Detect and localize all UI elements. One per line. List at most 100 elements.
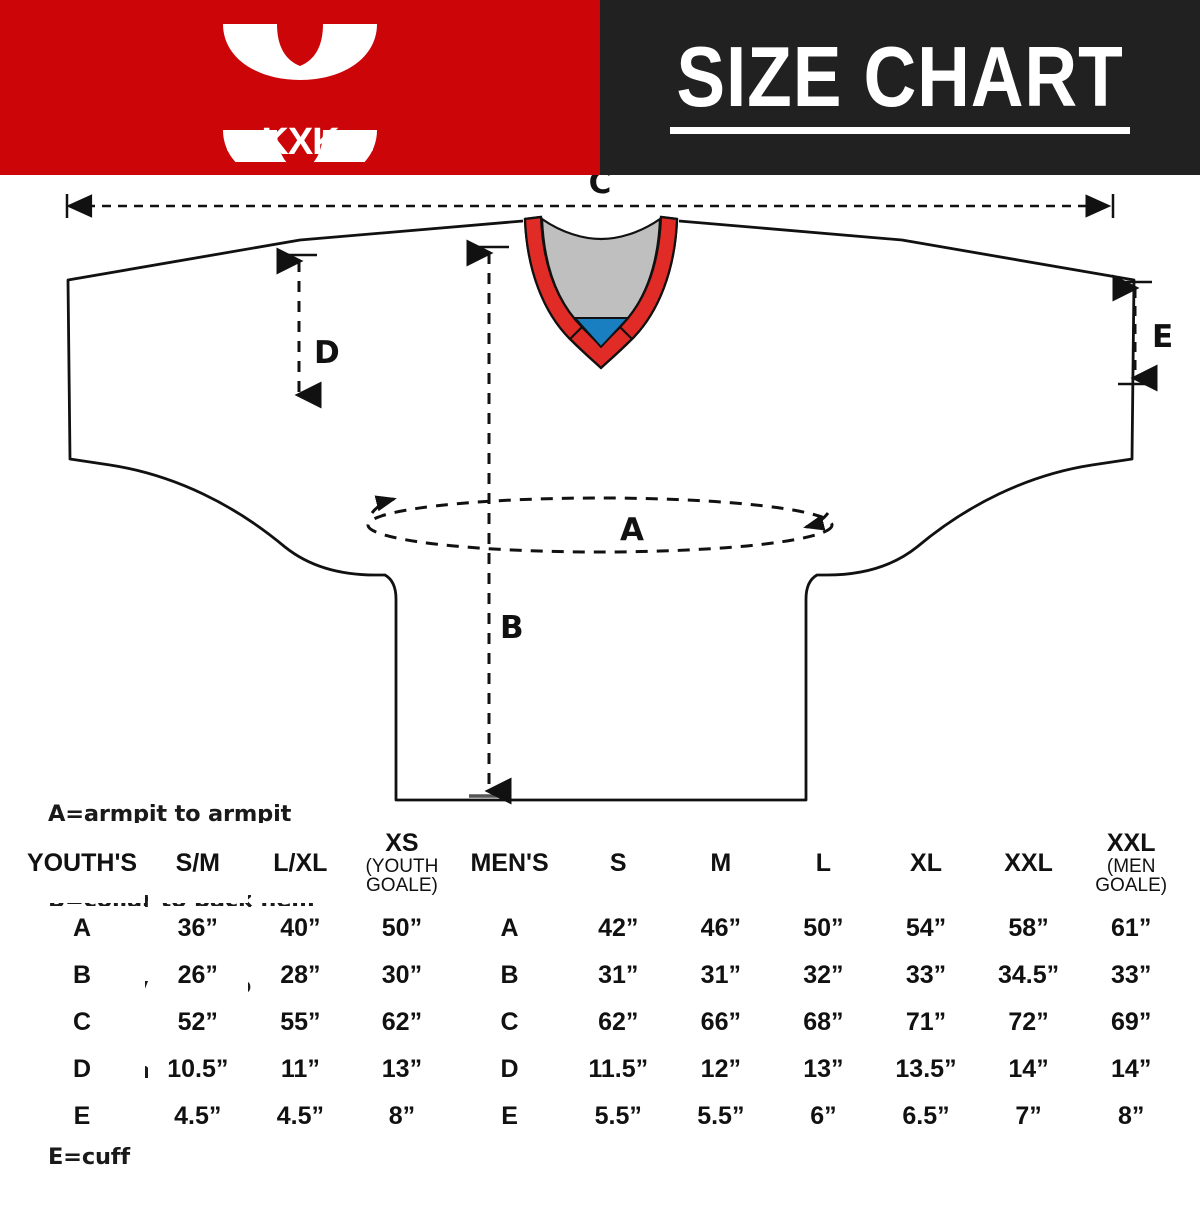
dimension-c-label: C — [589, 175, 612, 201]
cell-youth-c-sm: 52” — [148, 1000, 248, 1044]
cell-men-b-xxlg: 33” — [1081, 953, 1181, 997]
cell-men-d-m: 12” — [671, 1047, 771, 1091]
cell-men-e-m: 5.5” — [671, 1094, 771, 1138]
page-title: SIZE CHART — [676, 29, 1124, 125]
header-mens: MEN'S — [453, 823, 566, 903]
cell-men-e-s: 5.5” — [568, 1094, 669, 1138]
cell-men-e-xxl: 7” — [978, 1094, 1079, 1138]
header-men-xxl-goalie: XXL (MEN GOALE) — [1081, 823, 1181, 903]
dimension-e-label: E — [1152, 319, 1173, 355]
cell-men-d-xl: 13.5” — [876, 1047, 976, 1091]
cell-youth-a-lxl: 40” — [250, 906, 351, 950]
cell-youth-c-lxl: 55” — [250, 1000, 351, 1044]
row-label-youth-e: E — [19, 1094, 145, 1138]
row-label-youth-c: C — [19, 1000, 145, 1044]
cell-youth-c-xs: 62” — [353, 1000, 451, 1044]
size-table-container: YOUTH'S S/M L/XL XS (YOUTH GOALE) MEN'S … — [16, 820, 1184, 1141]
table-row: A 36” 40” 50” A 42” 46” 50” 54” 58” 61” — [19, 906, 1181, 950]
table-row: B 26” 28” 30” B 31” 31” 32” 33” 34.5” 33… — [19, 953, 1181, 997]
kxk-hourglass-logo-icon: KXK — [215, 14, 385, 186]
legend-line-e: E=cuff — [48, 1143, 130, 1170]
header-brand-panel: KXK — [0, 0, 600, 186]
header-men-m: M — [671, 823, 771, 903]
cell-youth-d-xs: 13” — [353, 1047, 451, 1091]
cell-men-c-m: 66” — [671, 1000, 771, 1044]
cell-youth-b-lxl: 28” — [250, 953, 351, 997]
cell-men-c-l: 68” — [773, 1000, 874, 1044]
cell-men-b-xxl: 34.5” — [978, 953, 1079, 997]
header-men-l: L — [773, 823, 874, 903]
cell-youth-a-xs: 50” — [353, 906, 451, 950]
jersey-collar — [523, 215, 679, 370]
cell-youth-a-sm: 36” — [148, 906, 248, 950]
cell-men-a-xxlg: 61” — [1081, 906, 1181, 950]
cell-men-a-xl: 54” — [876, 906, 976, 950]
cell-youth-e-sm: 4.5” — [148, 1094, 248, 1138]
header-title-panel: SIZE CHART — [600, 0, 1200, 175]
table-row: C 52” 55” 62” C 62” 66” 68” 71” 72” 69” — [19, 1000, 1181, 1044]
cell-men-a-s: 42” — [568, 906, 669, 950]
row-label-men-e: E — [453, 1094, 566, 1138]
row-label-youth-b: B — [19, 953, 145, 997]
cell-youth-e-xs: 8” — [353, 1094, 451, 1138]
header-men-xl: XL — [876, 823, 976, 903]
cell-men-b-m: 31” — [671, 953, 771, 997]
row-label-youth-d: D — [19, 1047, 145, 1091]
dimension-d-label: D — [314, 335, 340, 371]
table-header-row: YOUTH'S S/M L/XL XS (YOUTH GOALE) MEN'S … — [19, 823, 1181, 903]
cell-men-c-xxl: 72” — [978, 1000, 1079, 1044]
row-label-men-c: C — [453, 1000, 566, 1044]
cell-youth-b-sm: 26” — [148, 953, 248, 997]
row-label-youth-a: A — [19, 906, 145, 950]
header-youth-sm: S/M — [148, 823, 248, 903]
header-youths: YOUTH'S — [19, 823, 145, 903]
cell-men-d-s: 11.5” — [568, 1047, 669, 1091]
row-label-men-d: D — [453, 1047, 566, 1091]
dimension-b-label: B — [500, 610, 524, 646]
cell-men-e-xl: 6.5” — [876, 1094, 976, 1138]
title-underline-rule — [670, 127, 1130, 135]
header-youth-xs-sub: (YOUTH GOALE) — [365, 855, 439, 896]
cell-men-c-s: 62” — [568, 1000, 669, 1044]
cell-youth-d-lxl: 11” — [250, 1047, 351, 1091]
cell-men-c-xxlg: 69” — [1081, 1000, 1181, 1044]
cell-men-a-xxl: 58” — [978, 906, 1079, 950]
page-header: KXK SIZE CHART — [0, 0, 1200, 186]
header-men-xxl: XXL — [978, 823, 1079, 903]
cell-men-d-l: 13” — [773, 1047, 874, 1091]
table-row: E 4.5” 4.5” 8” E 5.5” 5.5” 6” 6.5” 7” 8” — [19, 1094, 1181, 1138]
cell-youth-b-xs: 30” — [353, 953, 451, 997]
header-youth-xs-goalie: XS (YOUTH GOALE) — [353, 823, 451, 903]
jersey-outline — [66, 219, 1136, 802]
dimension-c-group — [65, 194, 1115, 218]
table-row: D 10.5” 11” 13” D 11.5” 12” 13” 13.5” 14… — [19, 1047, 1181, 1091]
legend-line-a: A=armpit to armpit — [48, 801, 292, 828]
cell-men-b-l: 32” — [773, 953, 874, 997]
dimension-a-label: A — [620, 512, 644, 548]
header-youth-lxl: L/XL — [250, 823, 351, 903]
header-men-xxl-main: XXL — [1106, 828, 1156, 857]
header-youth-xs-main: XS — [385, 828, 419, 857]
cell-men-c-xl: 71” — [876, 1000, 976, 1044]
dimension-b-group: B — [466, 239, 524, 805]
dimension-a-group: A — [366, 495, 834, 554]
cell-men-b-xl: 33” — [876, 953, 976, 997]
cell-youth-e-lxl: 4.5” — [250, 1094, 351, 1138]
cell-men-a-m: 46” — [671, 906, 771, 950]
cell-men-d-xxlg: 14” — [1081, 1047, 1181, 1091]
size-chart-table: YOUTH'S S/M L/XL XS (YOUTH GOALE) MEN'S … — [16, 820, 1184, 1141]
cell-men-e-l: 6” — [773, 1094, 874, 1138]
cell-men-d-xxl: 14” — [978, 1047, 1079, 1091]
row-label-men-b: B — [453, 953, 566, 997]
svg-text:KXK: KXK — [261, 121, 340, 162]
row-label-men-a: A — [453, 906, 566, 950]
dimension-e-group: E — [1112, 274, 1173, 392]
cell-men-b-s: 31” — [568, 953, 669, 997]
header-men-s: S — [568, 823, 669, 903]
jersey-diagram: D B A E C A=armpit to armpit B=collar — [0, 175, 1200, 1170]
cell-youth-d-sm: 10.5” — [148, 1047, 248, 1091]
cell-men-a-l: 50” — [773, 906, 874, 950]
header-men-xxl-sub: (MEN GOALE) — [1095, 855, 1168, 896]
cell-men-e-xxlg: 8” — [1081, 1094, 1181, 1138]
dimension-d-group: D — [276, 247, 340, 409]
